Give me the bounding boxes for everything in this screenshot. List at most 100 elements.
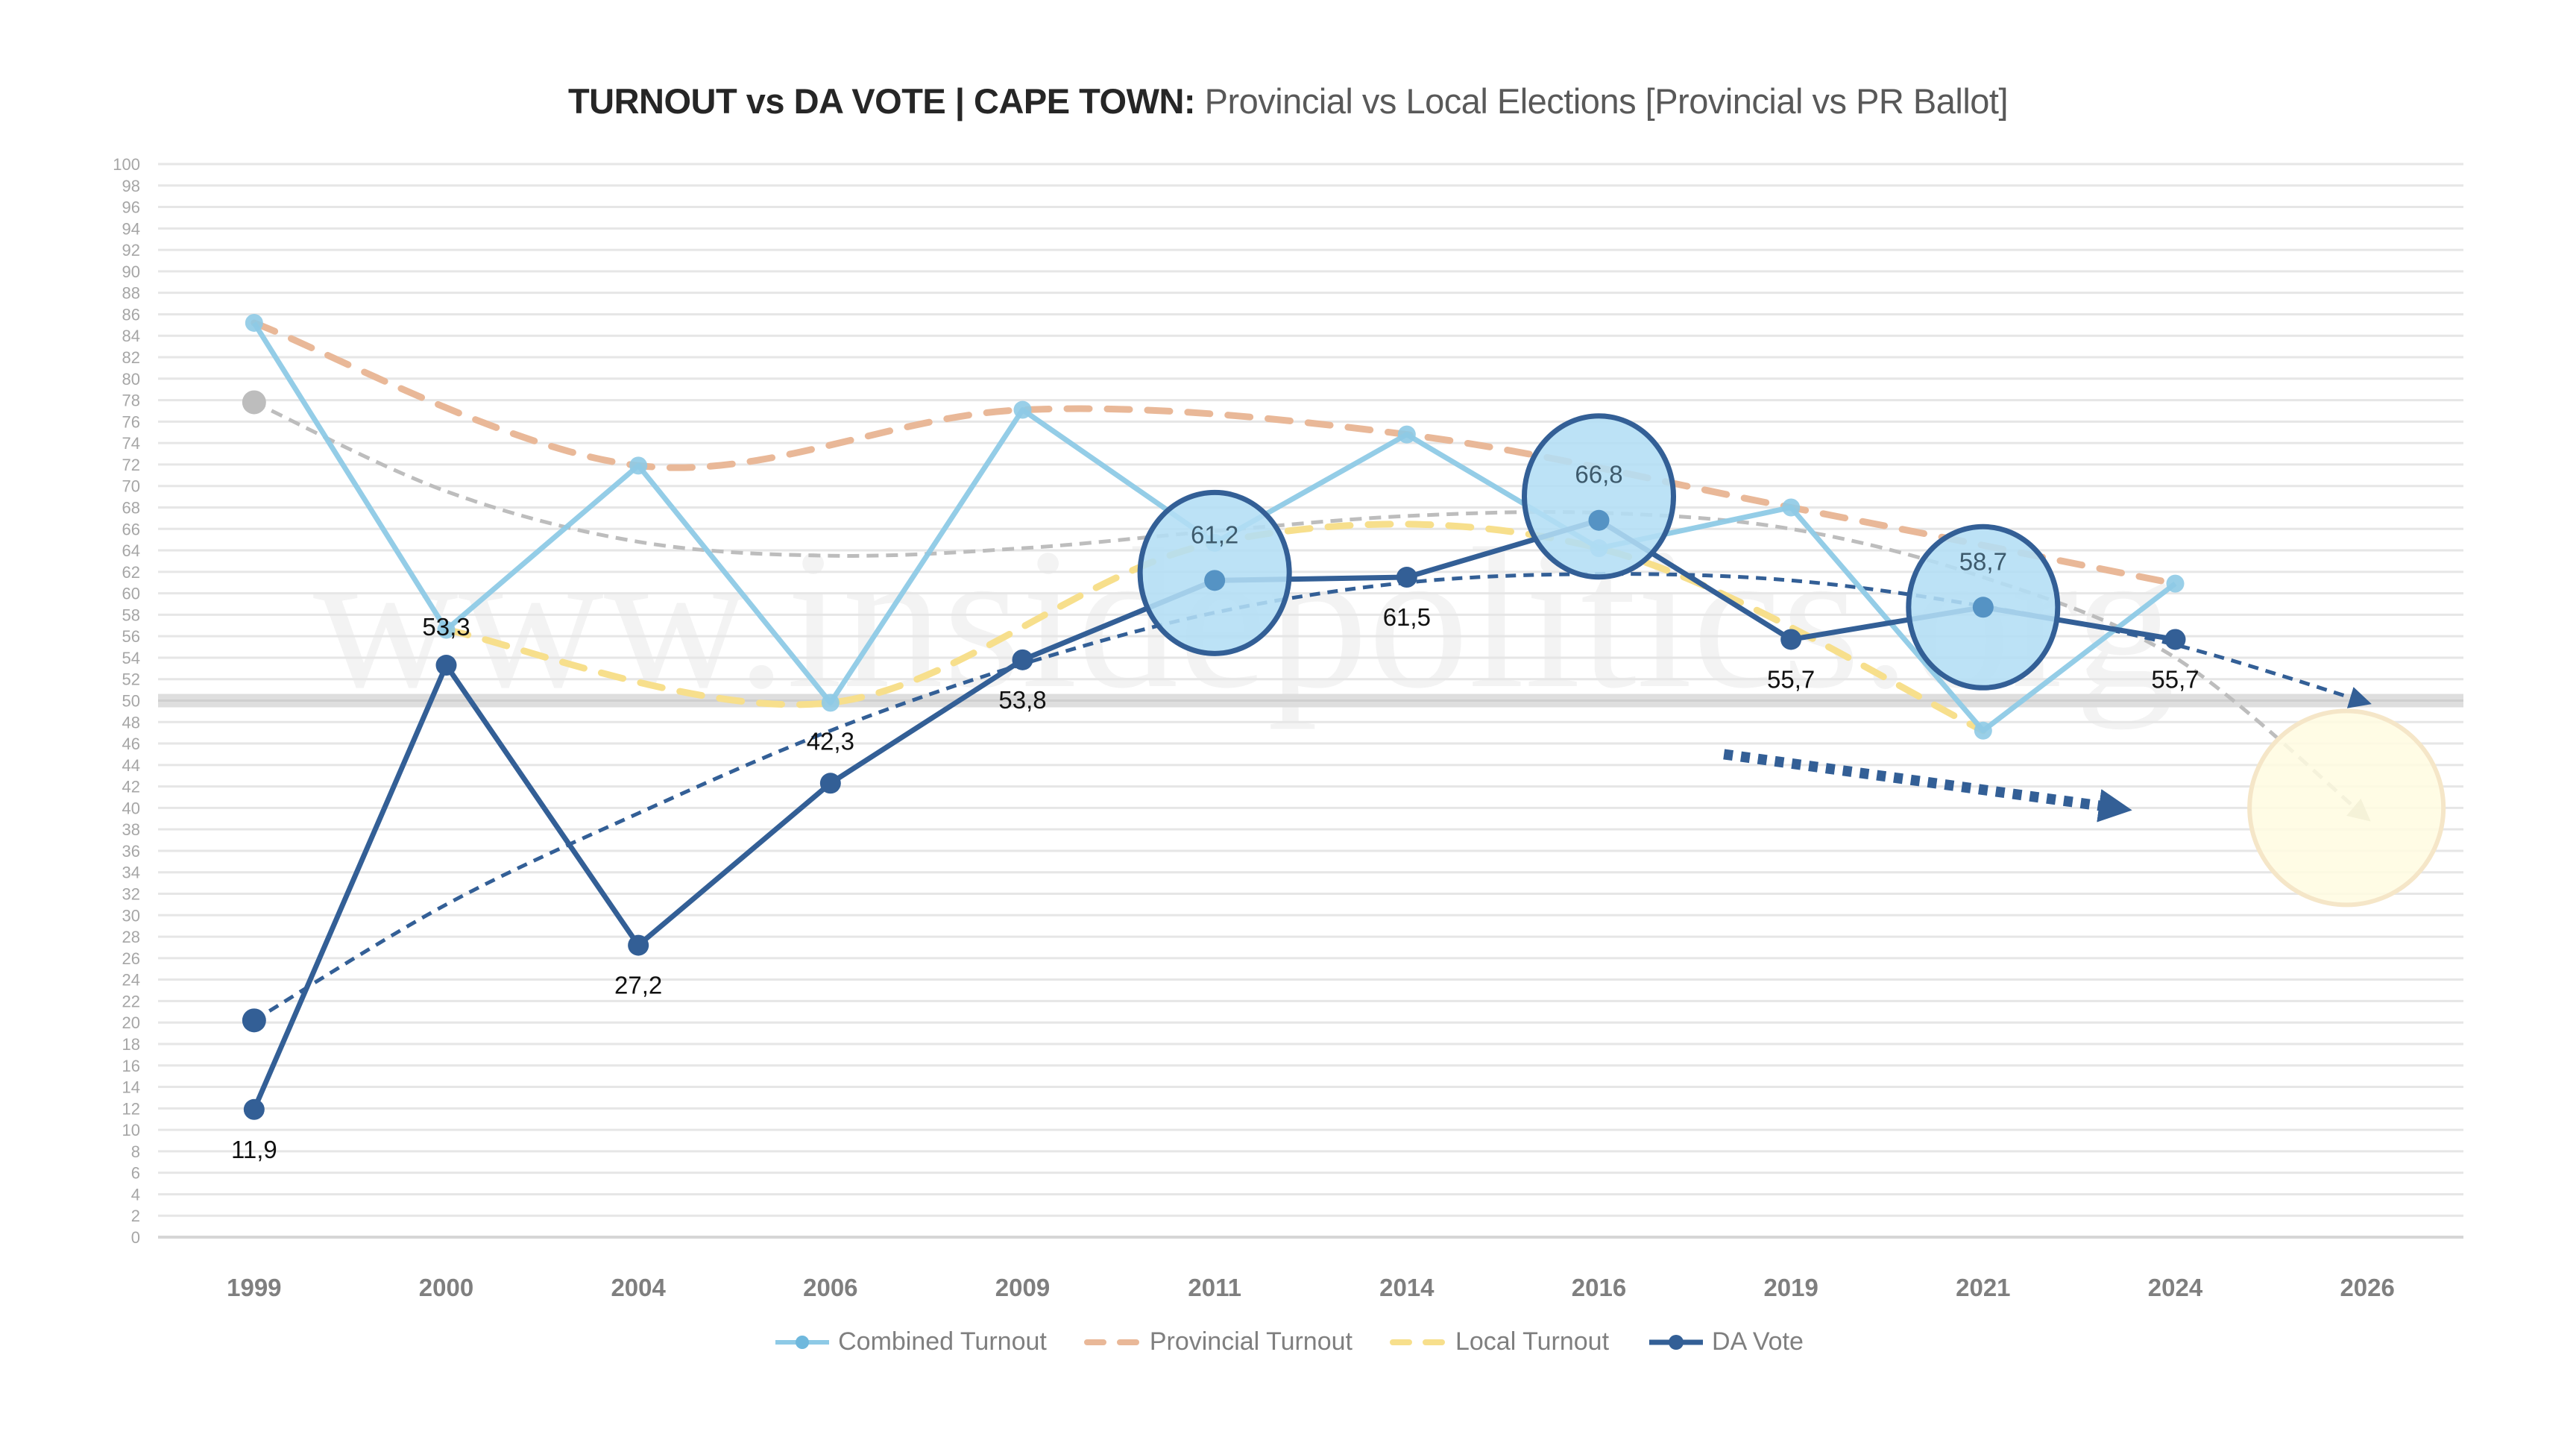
- legend-item-da-vote[interactable]: DA Vote: [1646, 1327, 1804, 1356]
- x-tick-label: 2019: [1763, 1274, 1818, 1301]
- turnout-trend-start-point: [242, 390, 266, 415]
- legend: Combined Turnout Provincial Turnout Loca…: [0, 1327, 2576, 1356]
- y-tick-label: 68: [122, 498, 140, 517]
- da-vote-point: [819, 773, 841, 794]
- y-tick-label: 88: [122, 284, 140, 303]
- da-vote-data-label: 11,9: [231, 1136, 277, 1163]
- legend-item-provincial-turnout[interactable]: Provincial Turnout: [1083, 1327, 1352, 1356]
- combined-turnout-point: [1974, 721, 1992, 740]
- da-vote-data-label: 53,8: [998, 686, 1046, 714]
- y-tick-label: 58: [122, 606, 140, 624]
- title-bold: TURNOUT vs DA VOTE | CAPE TOWN:: [567, 81, 1196, 121]
- da-vote-data-label: 61,5: [1383, 603, 1431, 631]
- legend-label: Provincial Turnout: [1149, 1327, 1352, 1356]
- combined-turnout-point: [1013, 400, 1032, 419]
- y-tick-label: 40: [122, 799, 140, 817]
- legend-label: Combined Turnout: [838, 1327, 1047, 1356]
- da-vote-data-label: 42,3: [807, 727, 854, 755]
- y-tick-label: 38: [122, 820, 140, 839]
- combined-turnout-point: [1782, 498, 1801, 517]
- da-vote-data-label: 55,7: [1767, 665, 1815, 693]
- y-tick-label: 16: [122, 1057, 140, 1075]
- combined-turnout-point: [821, 694, 840, 712]
- y-tick-label: 70: [122, 477, 140, 496]
- da-vote-swatch-icon: [1649, 1334, 1704, 1350]
- da-trend-start-point: [242, 1008, 266, 1033]
- x-tick-label: 2004: [611, 1274, 666, 1301]
- y-tick-label: 72: [122, 456, 140, 474]
- x-tick-label: 1999: [227, 1274, 281, 1301]
- y-tick-label: 28: [122, 928, 140, 946]
- highlight-circle-2016: [1522, 413, 1676, 580]
- chart-title: TURNOUT vs DA VOTE | CAPE TOWN: Provinci…: [0, 81, 2576, 122]
- x-tick-label: 2006: [803, 1274, 857, 1301]
- y-tick-label: 12: [122, 1099, 140, 1118]
- x-tick-label: 2014: [1379, 1274, 1435, 1301]
- highlighted-da-point: [1972, 597, 1994, 618]
- y-tick-label: 20: [122, 1013, 140, 1032]
- da-vote-data-label: 66,8: [1575, 461, 1622, 488]
- legend-label: DA Vote: [1712, 1327, 1804, 1356]
- y-tick-label: 0: [131, 1228, 140, 1247]
- local-turnout-swatch-icon: [1389, 1339, 1449, 1345]
- highlighted-da-point: [1588, 509, 1610, 531]
- trend-down-arrow: [1723, 749, 2132, 823]
- y-tick-label: 52: [122, 670, 140, 689]
- y-tick-label: 2: [131, 1207, 140, 1225]
- y-tick-label: 36: [122, 842, 140, 861]
- legend-label: Local Turnout: [1455, 1327, 1610, 1356]
- y-tick-label: 34: [122, 864, 140, 882]
- annotation-layer: [1137, 413, 2446, 908]
- legend-item-combined-turnout[interactable]: Combined Turnout: [772, 1327, 1047, 1356]
- gridlines: [158, 163, 2463, 1239]
- y-tick-label: 46: [122, 735, 140, 753]
- y-tick-label: 48: [122, 713, 140, 732]
- da-vote-point: [1780, 629, 1802, 650]
- da-vote-data-label: 27,2: [614, 972, 662, 999]
- x-tick-label: 2000: [419, 1274, 473, 1301]
- y-tick-label: 8: [131, 1142, 140, 1161]
- combined-turnout-point: [437, 620, 456, 639]
- highlighted-da-point: [1204, 570, 1226, 591]
- da-vote-point: [2164, 629, 2186, 650]
- title-light: Provincial vs Local Elections [Provincia…: [1195, 81, 2009, 121]
- y-tick-label: 94: [122, 219, 140, 238]
- y-tick-label: 32: [122, 885, 140, 904]
- x-tick-label: 2026: [2340, 1274, 2394, 1301]
- x-tick-label: 2009: [995, 1274, 1050, 1301]
- y-tick-label: 90: [122, 262, 140, 281]
- projection-circle: [2247, 708, 2446, 908]
- y-tick-label: 98: [122, 177, 140, 195]
- combined-turnout-point: [629, 456, 648, 475]
- y-tick-label: 76: [122, 412, 140, 431]
- combined-turnout-point: [1397, 425, 1416, 444]
- legend-item-local-turnout[interactable]: Local Turnout: [1389, 1327, 1610, 1356]
- x-tick-label: 2024: [2148, 1274, 2203, 1301]
- y-tick-label: 80: [122, 370, 140, 389]
- y-tick-label: 6: [131, 1164, 140, 1183]
- y-tick-label: 14: [122, 1078, 140, 1097]
- da-vote-point: [1396, 567, 1417, 588]
- y-tick-label: 78: [122, 392, 140, 410]
- y-tick-label: 92: [122, 241, 140, 260]
- y-tick-label: 82: [122, 348, 140, 367]
- da-vote-data-label: 55,7: [2151, 665, 2199, 693]
- y-tick-label: 74: [122, 434, 140, 453]
- y-tick-label: 84: [122, 327, 140, 345]
- y-axis-ticks: 0246810121416182022242628303234363840424…: [113, 155, 140, 1247]
- data-labels: 11,9 53,3 27,2 42,3 53,8 61,2 61,5 66,8 55,7 58,7…: [231, 461, 2199, 1163]
- combined-turnout-point: [245, 313, 263, 332]
- y-tick-label: 4: [131, 1185, 140, 1204]
- da-vote-data-label: 61,2: [1191, 521, 1238, 548]
- y-tick-label: 44: [122, 756, 140, 775]
- provincial-turnout-line: [251, 319, 2179, 588]
- y-tick-label: 96: [122, 198, 140, 217]
- da-vote-point: [435, 655, 457, 676]
- x-tick-label: 2011: [1188, 1274, 1241, 1301]
- y-tick-label: 26: [122, 949, 140, 968]
- y-tick-label: 64: [122, 541, 140, 560]
- y-tick-label: 10: [122, 1121, 140, 1139]
- y-tick-label: 62: [122, 563, 140, 582]
- provincial-turnout-swatch-icon: [1083, 1339, 1144, 1345]
- x-tick-label: 2021: [1956, 1274, 2010, 1301]
